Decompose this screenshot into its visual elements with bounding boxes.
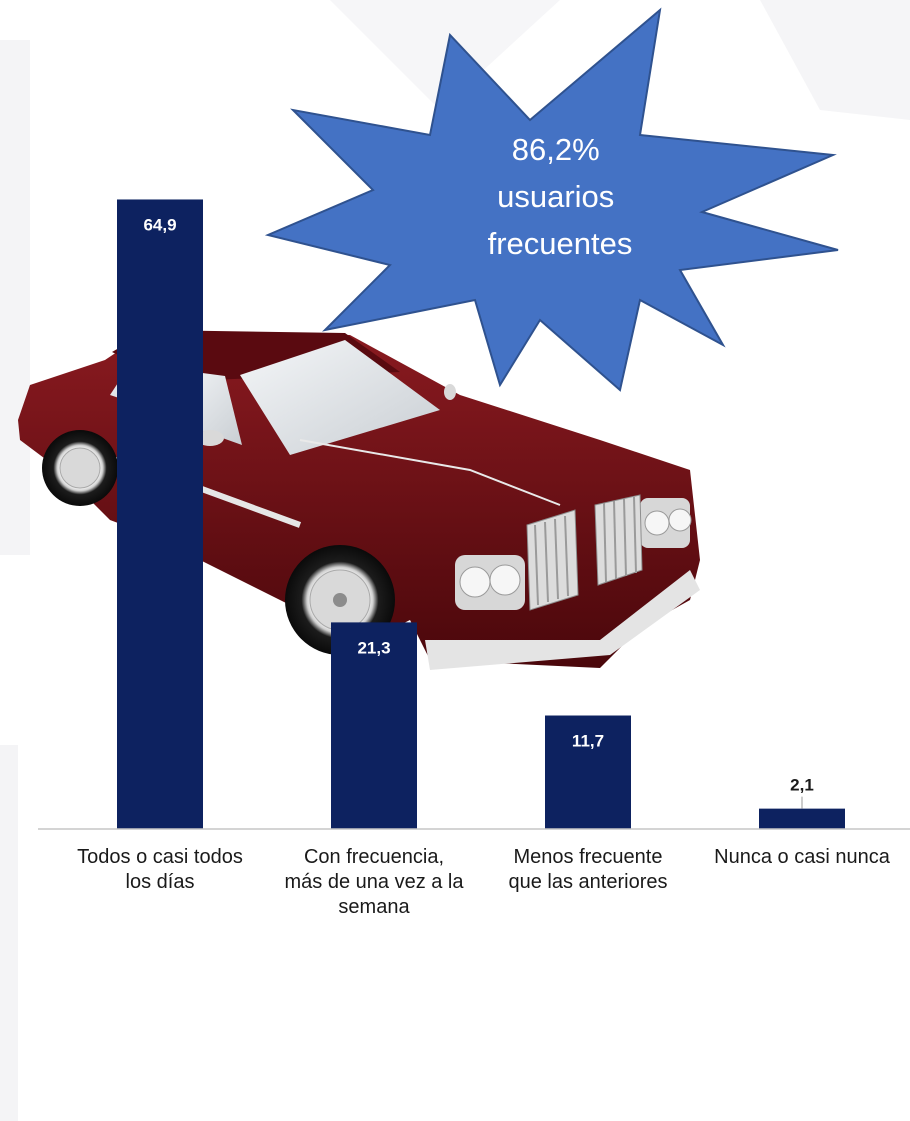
callout-line-3: frecuentes xyxy=(488,226,633,261)
bar-3 xyxy=(545,715,631,829)
callout-burst: 86,2% usuarios frecuentes xyxy=(264,7,839,392)
category-label-3: Menos frecuente que las anteriores xyxy=(509,846,668,893)
category-label-4-line-1: Nunca o casi nunca xyxy=(714,846,891,868)
category-labels: Todos o casi todos los días Con frecuencia… xyxy=(77,846,891,918)
category-label-2-line-1: Con frecuencia, xyxy=(304,846,444,868)
category-label-1-line-1: Todos o casi todos xyxy=(77,846,243,868)
bar-1 xyxy=(117,199,203,830)
callout-line-1: 86,2% xyxy=(512,132,600,167)
callout-line-2: usuarios xyxy=(497,179,614,214)
category-label-3-line-1: Menos frecuente xyxy=(514,846,663,868)
starburst-shape xyxy=(264,7,839,392)
category-label-3-line-2: que las anteriores xyxy=(509,871,668,893)
category-label-4: Nunca o casi nunca xyxy=(714,846,891,868)
bar-value-label-3: 11,7 xyxy=(572,732,604,751)
category-label-1: Todos o casi todos los días xyxy=(77,846,243,893)
category-label-2-line-2: más de una vez a la xyxy=(285,871,465,893)
bar-value-label-2: 21,3 xyxy=(357,638,390,657)
bar-4 xyxy=(759,808,845,829)
bar-chart: 64,9 21,3 11,7 2,1 Todos o casi todos los dí… xyxy=(38,199,910,918)
bar-value-label-4: 2,1 xyxy=(790,776,814,795)
category-label-1-line-2: los días xyxy=(126,871,195,893)
category-label-2-line-3: semana xyxy=(338,896,410,918)
bar-2 xyxy=(331,622,417,829)
bar-group: 64,9 21,3 11,7 2,1 xyxy=(117,199,845,830)
bar-value-label-1: 64,9 xyxy=(143,215,176,234)
svg-text:86,2% usuarios fre: 86,2% usuarios frecuentes xyxy=(488,132,633,261)
category-label-2: Con frecuencia, más de una vez a la semana xyxy=(285,846,465,918)
